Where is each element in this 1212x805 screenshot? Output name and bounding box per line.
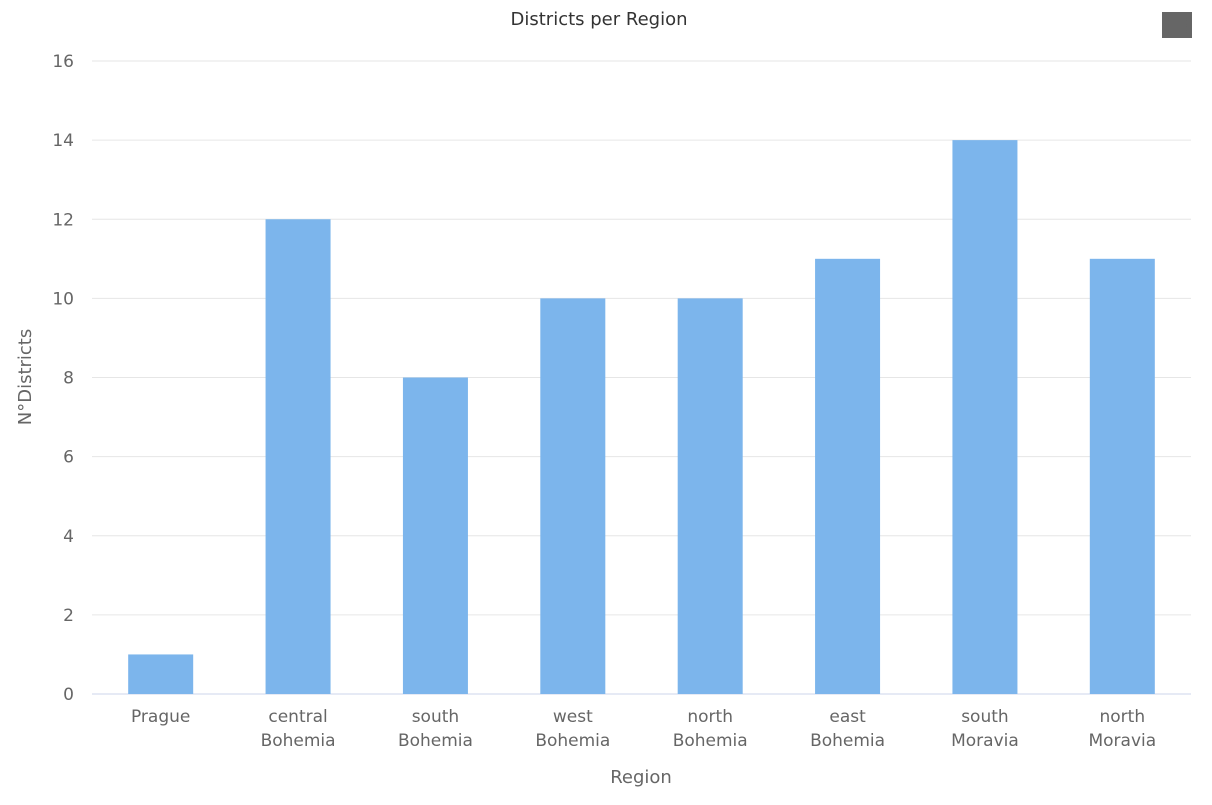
x-tick-label: east Bohemia xyxy=(810,707,885,751)
x-tick-label: central Bohemia xyxy=(261,707,336,751)
x-tick-label-line: north xyxy=(1100,707,1146,727)
y-tick-label: 2 xyxy=(63,606,74,626)
x-tick-label-line: north xyxy=(687,707,733,727)
x-tick-label-line: central xyxy=(268,707,327,727)
y-tick-label: 16 xyxy=(52,52,74,72)
hamburger-menu-icon[interactable] xyxy=(1162,12,1192,38)
y-tick-label: 10 xyxy=(52,289,74,309)
x-tick-label: north Bohemia xyxy=(673,707,748,751)
y-axis-title: N°Districts xyxy=(15,329,36,426)
y-tick-label: 6 xyxy=(63,448,74,468)
x-axis-title: Region xyxy=(610,767,672,788)
y-tick-label: 14 xyxy=(52,131,74,151)
x-tick-label: Prague xyxy=(131,707,190,727)
x-tick-label-line: Bohemia xyxy=(261,731,336,751)
x-tick-label: north Moravia xyxy=(1088,707,1156,751)
y-tick-label: 0 xyxy=(63,685,74,705)
bar[interactable] xyxy=(952,140,1018,694)
x-axis-ticks: Prague central Bohemia south Bohemia west Bohe… xyxy=(131,707,1156,751)
x-tick-label-line: east xyxy=(829,707,866,727)
gridlines xyxy=(92,60,1191,695)
x-tick-label-line: Moravia xyxy=(1088,731,1156,751)
bar[interactable] xyxy=(128,654,194,694)
bars xyxy=(128,140,1155,694)
bar[interactable] xyxy=(815,258,881,694)
x-tick-label-line: Bohemia xyxy=(535,731,610,751)
x-tick-label: south Moravia xyxy=(951,707,1019,751)
chart-title: Districts per Region xyxy=(511,9,688,30)
y-axis-ticks: 0 2 4 6 8 10 12 14 16 xyxy=(52,52,74,705)
x-tick-label-line: Bohemia xyxy=(398,731,473,751)
x-tick-label-line: Bohemia xyxy=(810,731,885,751)
x-tick-label: west Bohemia xyxy=(535,707,610,751)
bar[interactable] xyxy=(265,219,331,694)
bar[interactable] xyxy=(540,298,606,694)
y-tick-label: 12 xyxy=(52,210,74,230)
x-tick-label-line: Moravia xyxy=(951,731,1019,751)
x-tick-label-line: south xyxy=(412,707,459,727)
bar[interactable] xyxy=(1089,258,1155,694)
y-tick-label: 4 xyxy=(63,527,74,547)
x-tick-label-line: Bohemia xyxy=(673,731,748,751)
x-tick-label-line: south xyxy=(961,707,1008,727)
x-tick-label: south Bohemia xyxy=(398,707,473,751)
y-tick-label: 8 xyxy=(63,369,74,389)
bar[interactable] xyxy=(402,377,468,695)
x-tick-label-line: Prague xyxy=(131,707,190,727)
bar[interactable] xyxy=(677,298,743,694)
x-tick-label-line: west xyxy=(553,707,593,727)
